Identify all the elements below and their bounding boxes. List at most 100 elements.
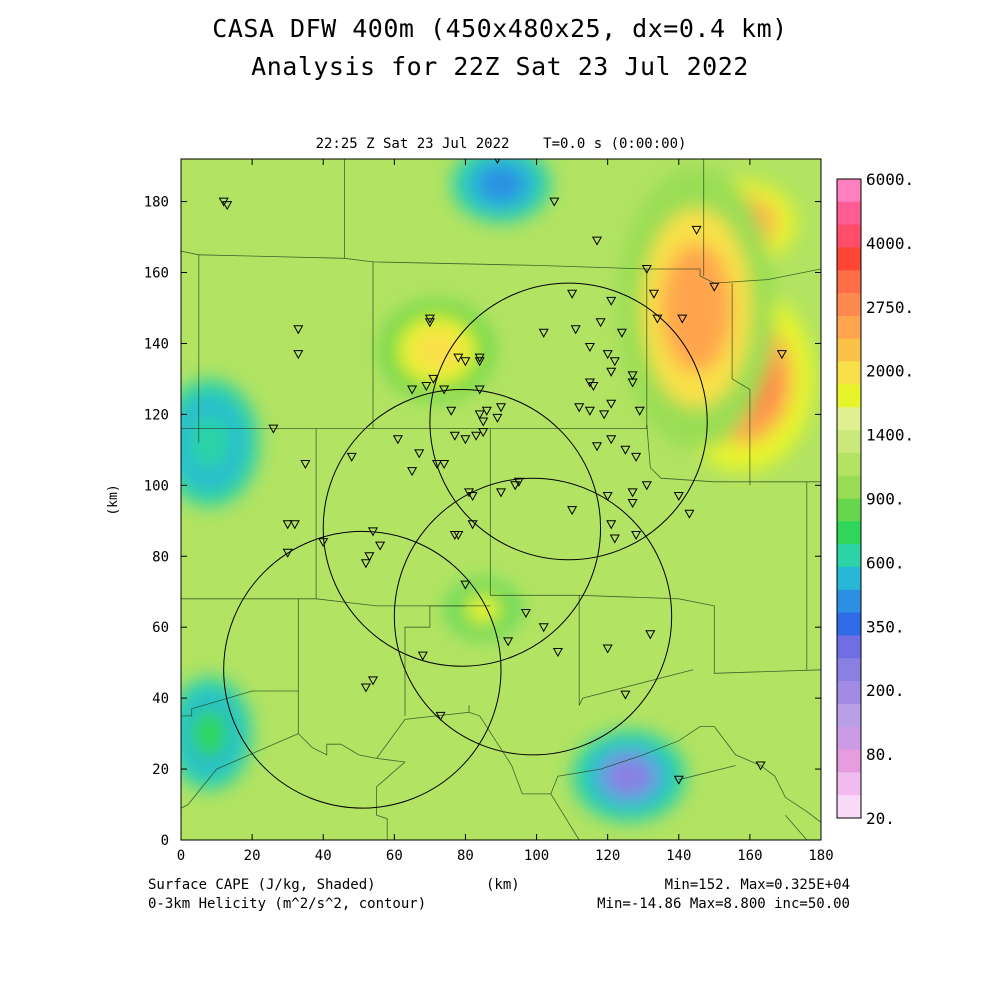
colorbar-label: 20. xyxy=(866,809,895,828)
county-boundary-line xyxy=(785,814,808,840)
footer-shaded-field-label: Surface CAPE (J/kg, Shaded) xyxy=(148,877,376,893)
station-marker-icon xyxy=(293,350,304,360)
county-boundary-line xyxy=(198,254,821,284)
station-marker-icon xyxy=(648,289,659,299)
x-tick-label: 80 xyxy=(457,848,474,864)
colorbar-segment xyxy=(837,498,861,522)
y-axis: 0 20 40 60 80 100 120 140 160 180 xyxy=(144,195,821,849)
radar-range-ring xyxy=(322,389,602,667)
station-marker-icon xyxy=(627,499,638,509)
colorbar-segment xyxy=(837,658,861,682)
station-marker-icon xyxy=(414,449,425,459)
colorbar-segment xyxy=(837,749,861,773)
station-marker-icon xyxy=(392,435,403,445)
station-marker-icon xyxy=(439,385,450,395)
county-boundary-line xyxy=(579,594,821,674)
colorbar-segment xyxy=(837,544,861,568)
y-tick-label: 60 xyxy=(152,620,169,636)
y-tick-label: 40 xyxy=(152,691,169,707)
colorbar-segment xyxy=(837,224,861,248)
station-marker-icon xyxy=(606,367,617,377)
station-marker-icon xyxy=(481,406,492,416)
county-boundary-line xyxy=(713,726,821,823)
colorbar-segment xyxy=(837,566,861,591)
x-axis-label: (km) xyxy=(486,877,520,893)
station-marker-icon xyxy=(602,350,613,360)
station-marker-icon xyxy=(453,353,464,363)
station-marker-icon xyxy=(641,265,652,275)
station-marker-icon xyxy=(599,410,610,420)
county-boundary-line xyxy=(678,765,736,781)
colorbar-segment xyxy=(837,703,861,728)
cape-field-shading xyxy=(181,159,814,823)
station-marker-icon xyxy=(367,676,379,686)
cape-blob-2-level-2 xyxy=(661,244,732,372)
station-marker-icon xyxy=(567,506,578,516)
station-marker-icon xyxy=(424,318,435,328)
colorbar-label: 2000. xyxy=(866,362,914,381)
y-tick-label: 80 xyxy=(152,549,169,565)
cape-blob-8-level-2 xyxy=(190,708,229,760)
colorbar-segment xyxy=(837,430,861,454)
station-marker-icon xyxy=(677,314,688,324)
station-marker-icon xyxy=(776,350,787,360)
colorbar-label: 900. xyxy=(866,490,905,509)
station-marker-icon xyxy=(474,357,485,367)
station-marker-icon xyxy=(606,399,617,409)
station-marker-icon xyxy=(467,520,478,530)
station-marker-icon xyxy=(222,201,233,211)
colorbar-label: 600. xyxy=(866,553,905,572)
colorbar-label: 200. xyxy=(866,681,905,700)
colorbar-label: 350. xyxy=(866,617,905,636)
station-marker-icon xyxy=(631,452,642,462)
station-marker-icon xyxy=(627,378,638,388)
station-marker-icon xyxy=(495,488,507,498)
station-marker-icon xyxy=(609,357,620,367)
colorbar-label: 2750. xyxy=(866,298,914,317)
radar-range-ring xyxy=(429,282,708,561)
station-marker-icon xyxy=(616,328,627,338)
station-marker-icon xyxy=(421,382,432,392)
station-marker-icon xyxy=(520,609,531,619)
station-marker-icon xyxy=(346,452,357,462)
station-marker-icon xyxy=(282,520,293,530)
county-boundary-line xyxy=(181,690,299,717)
station-marker-icon xyxy=(513,477,524,487)
x-tick-label: 0 xyxy=(177,848,185,864)
y-tick-label: 120 xyxy=(144,407,169,423)
colorbar-segment xyxy=(837,681,861,705)
station-marker-icon xyxy=(567,289,578,299)
station-marker-icon xyxy=(634,406,645,416)
colorbar-segment xyxy=(837,726,861,750)
station-marker-icon xyxy=(417,651,428,661)
colorbar-segment xyxy=(837,407,861,431)
station-marker-icon xyxy=(584,406,595,416)
chart-title-line1: CASA DFW 400m (450x480x25, dx=0.4 km) xyxy=(212,14,788,43)
station-marker-icon xyxy=(709,282,720,292)
station-marker-icon xyxy=(293,325,304,335)
station-marker-icon xyxy=(428,374,439,384)
colorbar-label: 1400. xyxy=(866,426,914,445)
cape-blob-7-level-2 xyxy=(187,414,232,472)
y-tick-label: 180 xyxy=(144,195,169,211)
station-marker-icon xyxy=(620,445,631,455)
county-boundary-line xyxy=(298,733,377,759)
county-boundary-line xyxy=(181,250,199,256)
plot-timestamp-header: 22:25 Z Sat 23 Jul 2022 T=0.0 s (0:00:00… xyxy=(315,136,687,152)
station-marker-icon xyxy=(591,442,603,452)
x-tick-label: 160 xyxy=(737,848,762,864)
station-marker-icon xyxy=(602,644,613,654)
x-tick-label: 40 xyxy=(315,848,332,864)
station-marker-icon xyxy=(424,314,435,324)
station-marker-icon xyxy=(289,520,300,530)
x-tick-label: 140 xyxy=(666,848,691,864)
station-marker-icon xyxy=(595,318,606,328)
station-marker-icon xyxy=(446,406,457,416)
station-marker-icon xyxy=(627,488,638,498)
footer-shaded-range: Min=152. Max=0.325E+04 xyxy=(664,877,850,893)
station-marker-icon xyxy=(460,435,471,445)
station-marker-icon xyxy=(478,417,489,427)
colorbar-label: 80. xyxy=(866,745,895,764)
station-marker-icon xyxy=(318,538,329,548)
